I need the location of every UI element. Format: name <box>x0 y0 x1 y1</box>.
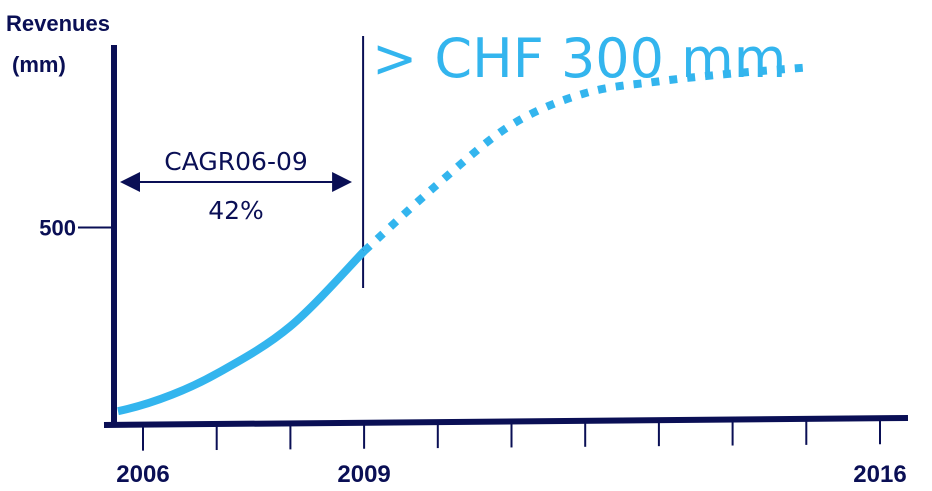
y-axis-label-line2: (mm) <box>12 52 66 77</box>
cagr-label: CAGR06-09 <box>164 147 308 176</box>
series-line-actual <box>117 248 367 416</box>
headline-revenue-target: > CHF 300 mm <box>372 27 786 90</box>
x-tick-label-2009: 2009 <box>337 461 390 488</box>
cagr-value: 42% <box>208 196 264 225</box>
x-tick-label-2006: 2006 <box>116 461 169 488</box>
x-axis <box>103 415 909 428</box>
y-axis-label-line1: Revenues <box>6 11 110 36</box>
series-line-forecast <box>361 63 807 255</box>
y-tick-label-500: 500 <box>39 216 76 241</box>
x-ticks <box>142 418 881 451</box>
x-tick-label-2016: 2016 <box>853 461 906 488</box>
